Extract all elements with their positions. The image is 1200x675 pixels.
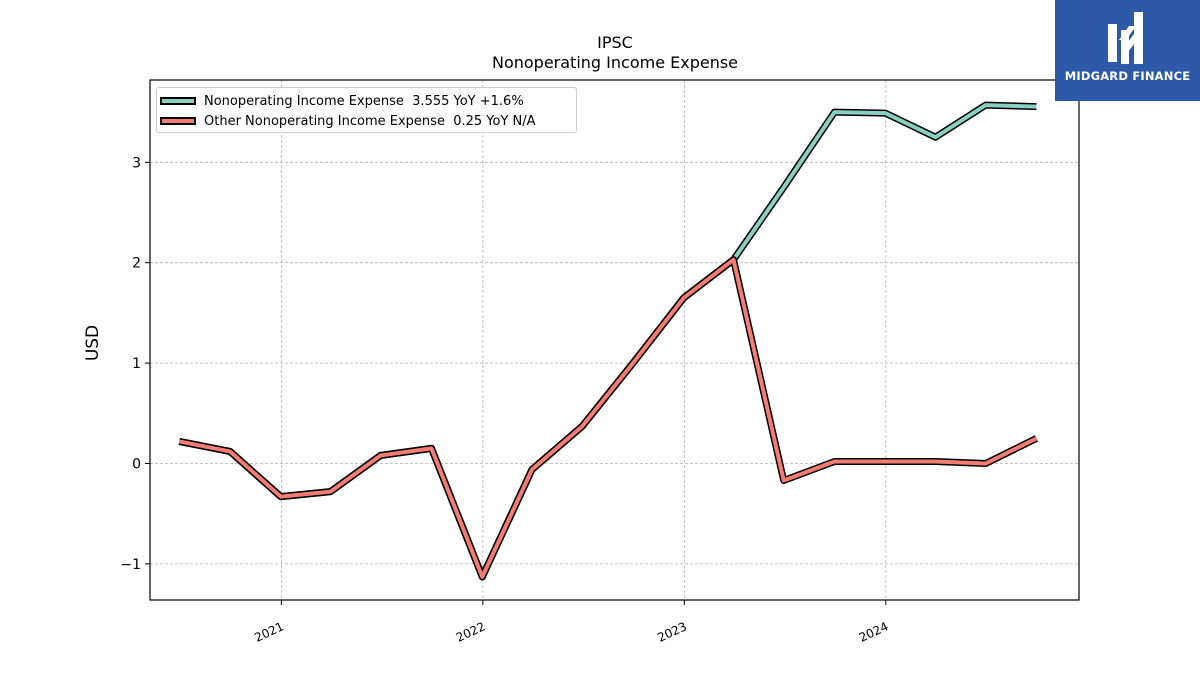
chart-title: IPSC <box>597 33 633 52</box>
legend: Nonoperating Income Expense 3.555 YoY +1… <box>156 87 577 133</box>
x-tick-label: 2024 <box>857 619 891 645</box>
series-line-other-nonoperating <box>178 257 1038 579</box>
legend-swatch-other-nonoperating <box>160 117 196 125</box>
y-axis-label: USD <box>83 325 103 361</box>
y-tick-label: 2 <box>132 256 141 272</box>
legend-item-other-nonoperating: Other Nonoperating Income Expense 0.25 Y… <box>160 113 536 129</box>
logo-mark-icon <box>1108 12 1143 64</box>
legend-label-other-nonoperating: Other Nonoperating Income Expense 0.25 Y… <box>204 113 536 129</box>
plot-frame <box>149 79 1080 601</box>
legend-label-nonoperating: Nonoperating Income Expense 3.555 YoY +1… <box>204 93 524 109</box>
x-tick-label: 2023 <box>655 619 689 645</box>
y-tick-label: 1 <box>132 356 141 372</box>
y-tick-label: −1 <box>120 557 141 573</box>
x-tick-label: 2021 <box>252 619 286 645</box>
grid <box>150 80 1079 600</box>
y-tick-label: 0 <box>132 456 141 472</box>
logo-text: MIDGARD FINANCE <box>1064 69 1191 83</box>
series-layer <box>178 101 1039 581</box>
ticks: −1 0 1 2 3 2021 2022 2023 2024 <box>120 155 890 645</box>
series-outline-nonoperating <box>178 101 1037 581</box>
series-outline-other-nonoperating <box>178 256 1039 581</box>
legend-item-nonoperating: Nonoperating Income Expense 3.555 YoY +1… <box>160 93 524 109</box>
y-tick-label: 3 <box>132 155 141 171</box>
x-tick-label: 2022 <box>454 619 488 645</box>
series-line-nonoperating <box>178 103 1037 579</box>
brand-logo: MIDGARD FINANCE <box>1055 0 1200 101</box>
legend-swatch-nonoperating <box>160 97 196 105</box>
chart-subtitle: Nonoperating Income Expense <box>492 53 738 72</box>
